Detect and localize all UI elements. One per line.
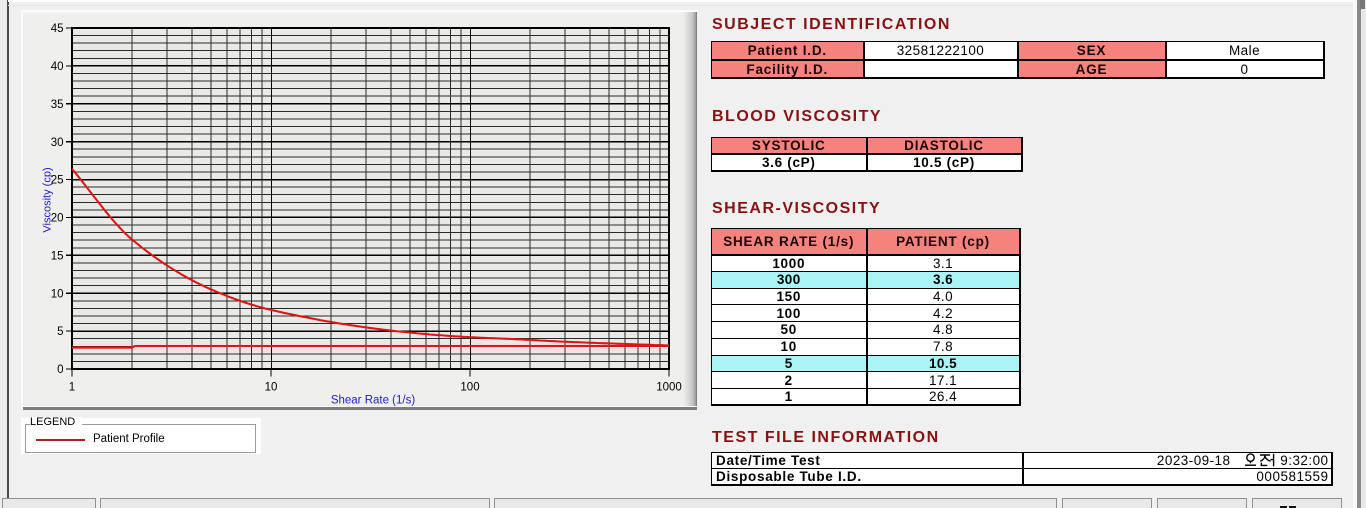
svg-text:25: 25 [51,175,64,187]
svg-text:15: 15 [51,250,64,262]
svg-text:1: 1 [69,382,75,394]
svg-text:5: 5 [57,326,63,338]
svg-text:Viscosity (cp): Viscosity (cp) [42,167,54,232]
svg-text:Shear Rate (1/s): Shear Rate (1/s) [331,395,416,407]
svg-text:45: 45 [51,23,64,35]
svg-text:1000: 1000 [656,382,682,394]
svg-text:40: 40 [51,61,64,73]
svg-text:30: 30 [51,137,64,149]
svg-text:0: 0 [57,364,63,376]
svg-text:35: 35 [51,99,64,111]
svg-text:100: 100 [460,382,479,394]
svg-text:20: 20 [51,213,64,225]
svg-text:10: 10 [51,288,64,300]
svg-text:10: 10 [265,382,278,394]
